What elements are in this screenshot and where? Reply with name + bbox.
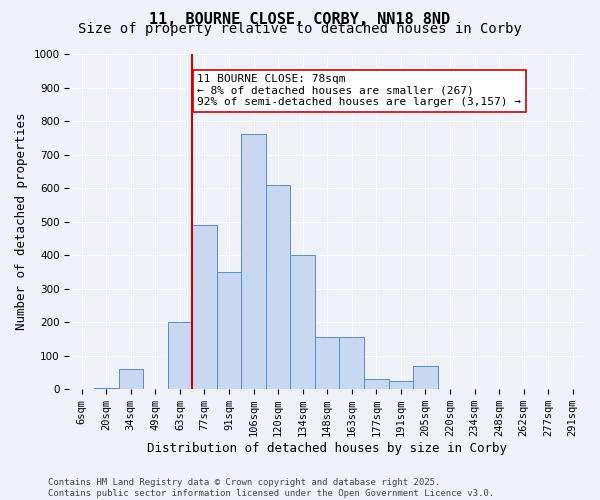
Bar: [241, 134, 266, 389]
Bar: [167, 322, 192, 389]
Bar: [413, 366, 437, 389]
Bar: [192, 225, 217, 389]
Bar: [315, 338, 340, 389]
Bar: [364, 379, 389, 389]
Y-axis label: Number of detached properties: Number of detached properties: [15, 113, 28, 330]
Text: 11, BOURNE CLOSE, CORBY, NN18 8ND: 11, BOURNE CLOSE, CORBY, NN18 8ND: [149, 12, 451, 28]
Bar: [119, 369, 143, 389]
Bar: [217, 272, 241, 389]
Text: Contains HM Land Registry data © Crown copyright and database right 2025.
Contai: Contains HM Land Registry data © Crown c…: [48, 478, 494, 498]
Bar: [290, 255, 315, 389]
Text: Size of property relative to detached houses in Corby: Size of property relative to detached ho…: [78, 22, 522, 36]
Bar: [94, 388, 119, 389]
Bar: [266, 184, 290, 389]
Text: 11 BOURNE CLOSE: 78sqm
← 8% of detached houses are smaller (267)
92% of semi-det: 11 BOURNE CLOSE: 78sqm ← 8% of detached …: [197, 74, 521, 108]
X-axis label: Distribution of detached houses by size in Corby: Distribution of detached houses by size …: [147, 442, 507, 455]
Bar: [340, 338, 364, 389]
Bar: [389, 381, 413, 389]
